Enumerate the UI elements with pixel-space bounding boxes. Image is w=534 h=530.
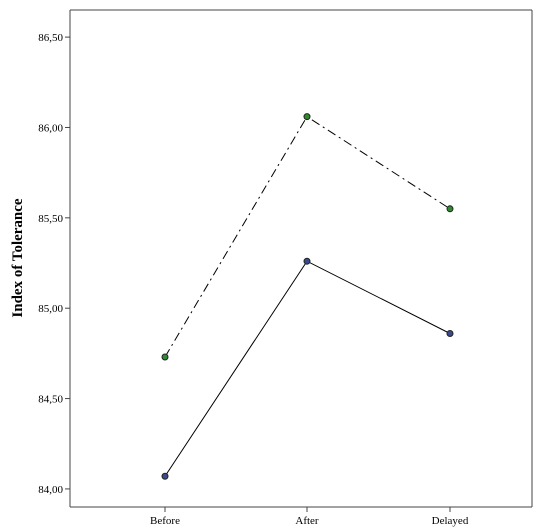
series-2-point — [303, 257, 311, 265]
series-2-point — [161, 472, 169, 480]
x-tick-label: After — [295, 515, 319, 527]
series-2-point — [446, 330, 454, 338]
series-layer — [161, 113, 454, 480]
series-1-point — [161, 353, 169, 361]
y-tick-label: 85,00 — [38, 303, 63, 315]
y-tick-label: 85,50 — [38, 213, 63, 225]
x-tick-label: Before — [150, 515, 180, 527]
series-2-line — [164, 260, 451, 477]
ticks-layer: 84,00 84,50 85,00 85,50 86,00 86,50 Before Afte… — [38, 32, 469, 527]
series-1-point — [446, 205, 454, 213]
y-tick-label: 86,00 — [38, 122, 63, 134]
series-1-line — [164, 115, 451, 358]
y-axis-title: Index of Tolerance — [10, 198, 26, 318]
y-tick-label: 86,50 — [38, 32, 63, 44]
x-tick-label: Delayed — [432, 515, 469, 527]
y-tick-label: 84,50 — [38, 394, 63, 406]
y-tick-label: 84,00 — [38, 484, 63, 496]
series-1-point — [303, 113, 311, 121]
